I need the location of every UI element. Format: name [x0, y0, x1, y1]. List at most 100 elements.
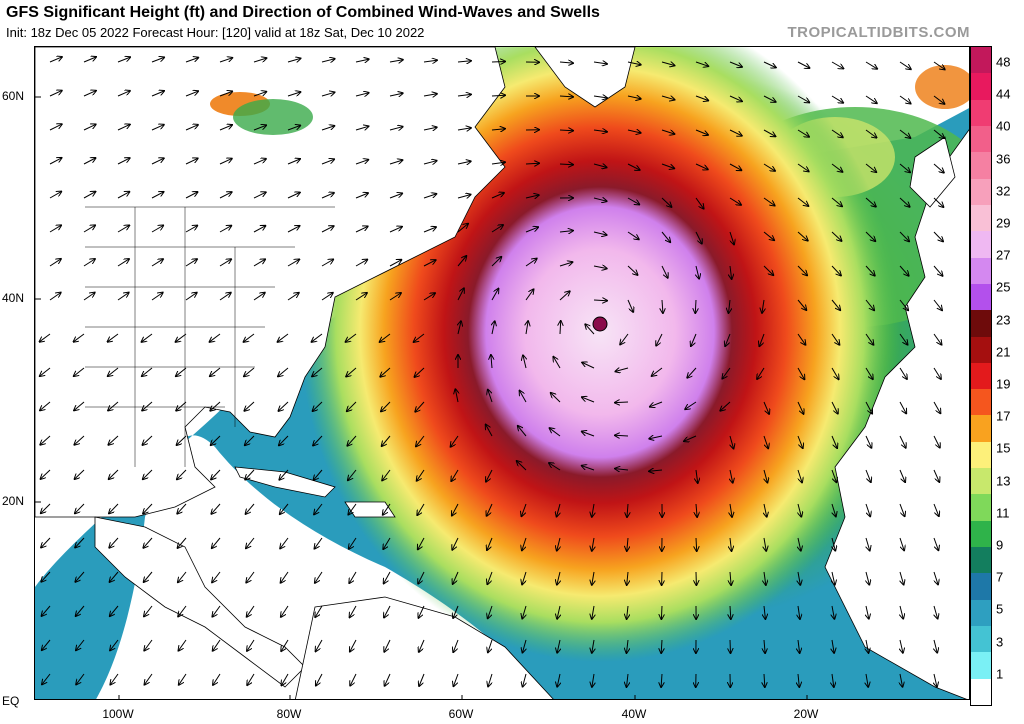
direction-arrow — [661, 62, 675, 66]
brand-watermark[interactable]: TROPICALTIDBITS.COM — [787, 24, 970, 41]
direction-arrow — [253, 192, 266, 199]
direction-arrow — [832, 673, 834, 687]
direction-arrow — [899, 367, 907, 379]
direction-arrow — [757, 367, 765, 379]
direction-arrow — [764, 469, 767, 483]
direction-arrow — [74, 435, 85, 445]
direction-arrow — [49, 293, 61, 301]
north-america — [35, 47, 506, 518]
direction-arrow — [729, 231, 734, 244]
direction-arrow — [389, 60, 403, 62]
direction-arrow — [553, 357, 561, 369]
colorbar-swatch — [971, 441, 991, 469]
direction-arrow — [691, 333, 697, 346]
direction-arrow — [350, 673, 357, 686]
direction-arrow — [355, 226, 368, 233]
direction-arrow — [280, 503, 289, 514]
direction-arrow — [582, 397, 595, 403]
direction-arrow — [212, 571, 221, 582]
direction-arrow — [210, 333, 221, 342]
direction-arrow — [389, 227, 402, 233]
direction-arrow — [627, 673, 629, 687]
direction-arrow — [900, 571, 904, 585]
direction-arrow — [525, 163, 539, 164]
direction-arrow — [832, 537, 835, 551]
direction-arrow — [142, 367, 153, 376]
direction-arrow — [380, 367, 391, 377]
direction-arrow — [831, 367, 839, 379]
direction-arrow — [281, 571, 289, 583]
direction-arrow — [316, 639, 323, 651]
direction-arrow — [933, 333, 942, 345]
direction-arrow — [661, 673, 662, 687]
direction-arrow — [287, 92, 300, 97]
direction-arrow — [730, 605, 731, 619]
direction-arrow — [287, 126, 300, 131]
direction-arrow — [933, 503, 939, 516]
direction-arrow — [797, 163, 809, 171]
direction-arrow — [452, 537, 459, 550]
direction-arrow — [144, 639, 153, 651]
direction-arrow — [560, 321, 561, 335]
direction-arrow — [383, 537, 391, 549]
direction-arrow — [355, 260, 367, 267]
direction-arrow — [287, 293, 299, 301]
direction-arrow — [649, 436, 663, 439]
direction-arrow — [763, 401, 769, 414]
direction-arrow — [245, 469, 255, 480]
direction-arrow — [831, 265, 841, 276]
direction-arrow — [797, 265, 807, 275]
direction-arrow — [151, 57, 164, 63]
direction-arrow — [253, 92, 266, 97]
direction-arrow — [866, 639, 869, 653]
direction-arrow — [453, 571, 459, 584]
direction-arrow — [83, 293, 95, 301]
direction-arrow — [831, 95, 843, 103]
direction-arrow — [899, 61, 911, 69]
lat-label-40n: 40N — [2, 291, 25, 305]
direction-arrow — [900, 605, 903, 619]
direction-arrow — [177, 435, 187, 445]
direction-arrow — [831, 231, 842, 241]
wave-height-map[interactable] — [34, 46, 970, 700]
direction-arrow — [729, 197, 741, 205]
direction-arrow — [559, 96, 573, 97]
direction-arrow — [246, 537, 255, 548]
direction-arrow — [315, 605, 323, 617]
direction-arrow — [696, 265, 699, 279]
direction-arrow — [185, 293, 197, 301]
direction-arrow — [219, 192, 232, 199]
direction-arrow — [696, 469, 698, 483]
direction-arrow — [389, 127, 403, 130]
direction-arrow — [281, 605, 289, 617]
direction-arrow — [253, 159, 266, 165]
direction-arrow — [831, 299, 840, 310]
direction-arrow — [797, 231, 808, 241]
colorbar-swatch — [971, 47, 991, 74]
direction-arrow — [40, 435, 51, 445]
low-center-icon — [592, 316, 608, 332]
direction-arrow — [321, 226, 334, 233]
direction-arrow — [517, 461, 527, 471]
colorbar-label: 29 — [996, 215, 1011, 231]
direction-arrow — [730, 639, 731, 653]
direction-arrow — [212, 605, 221, 617]
direction-arrow — [797, 435, 803, 448]
direction-arrow — [419, 605, 425, 618]
direction-arrow — [831, 129, 843, 137]
direction-arrow — [151, 226, 163, 233]
south-america — [295, 596, 554, 699]
direction-arrow — [522, 537, 527, 550]
direction-arrow — [615, 402, 629, 403]
direction-arrow — [151, 259, 163, 267]
direction-arrow — [491, 289, 498, 301]
direction-arrow — [729, 61, 742, 67]
direction-arrow — [457, 195, 471, 198]
direction-arrow — [729, 129, 742, 136]
direction-arrow — [557, 503, 560, 517]
direction-arrow — [74, 333, 85, 342]
direction-arrow — [380, 333, 391, 342]
direction-arrow — [453, 639, 459, 652]
direction-arrow — [117, 293, 129, 301]
direction-arrow — [616, 368, 629, 371]
